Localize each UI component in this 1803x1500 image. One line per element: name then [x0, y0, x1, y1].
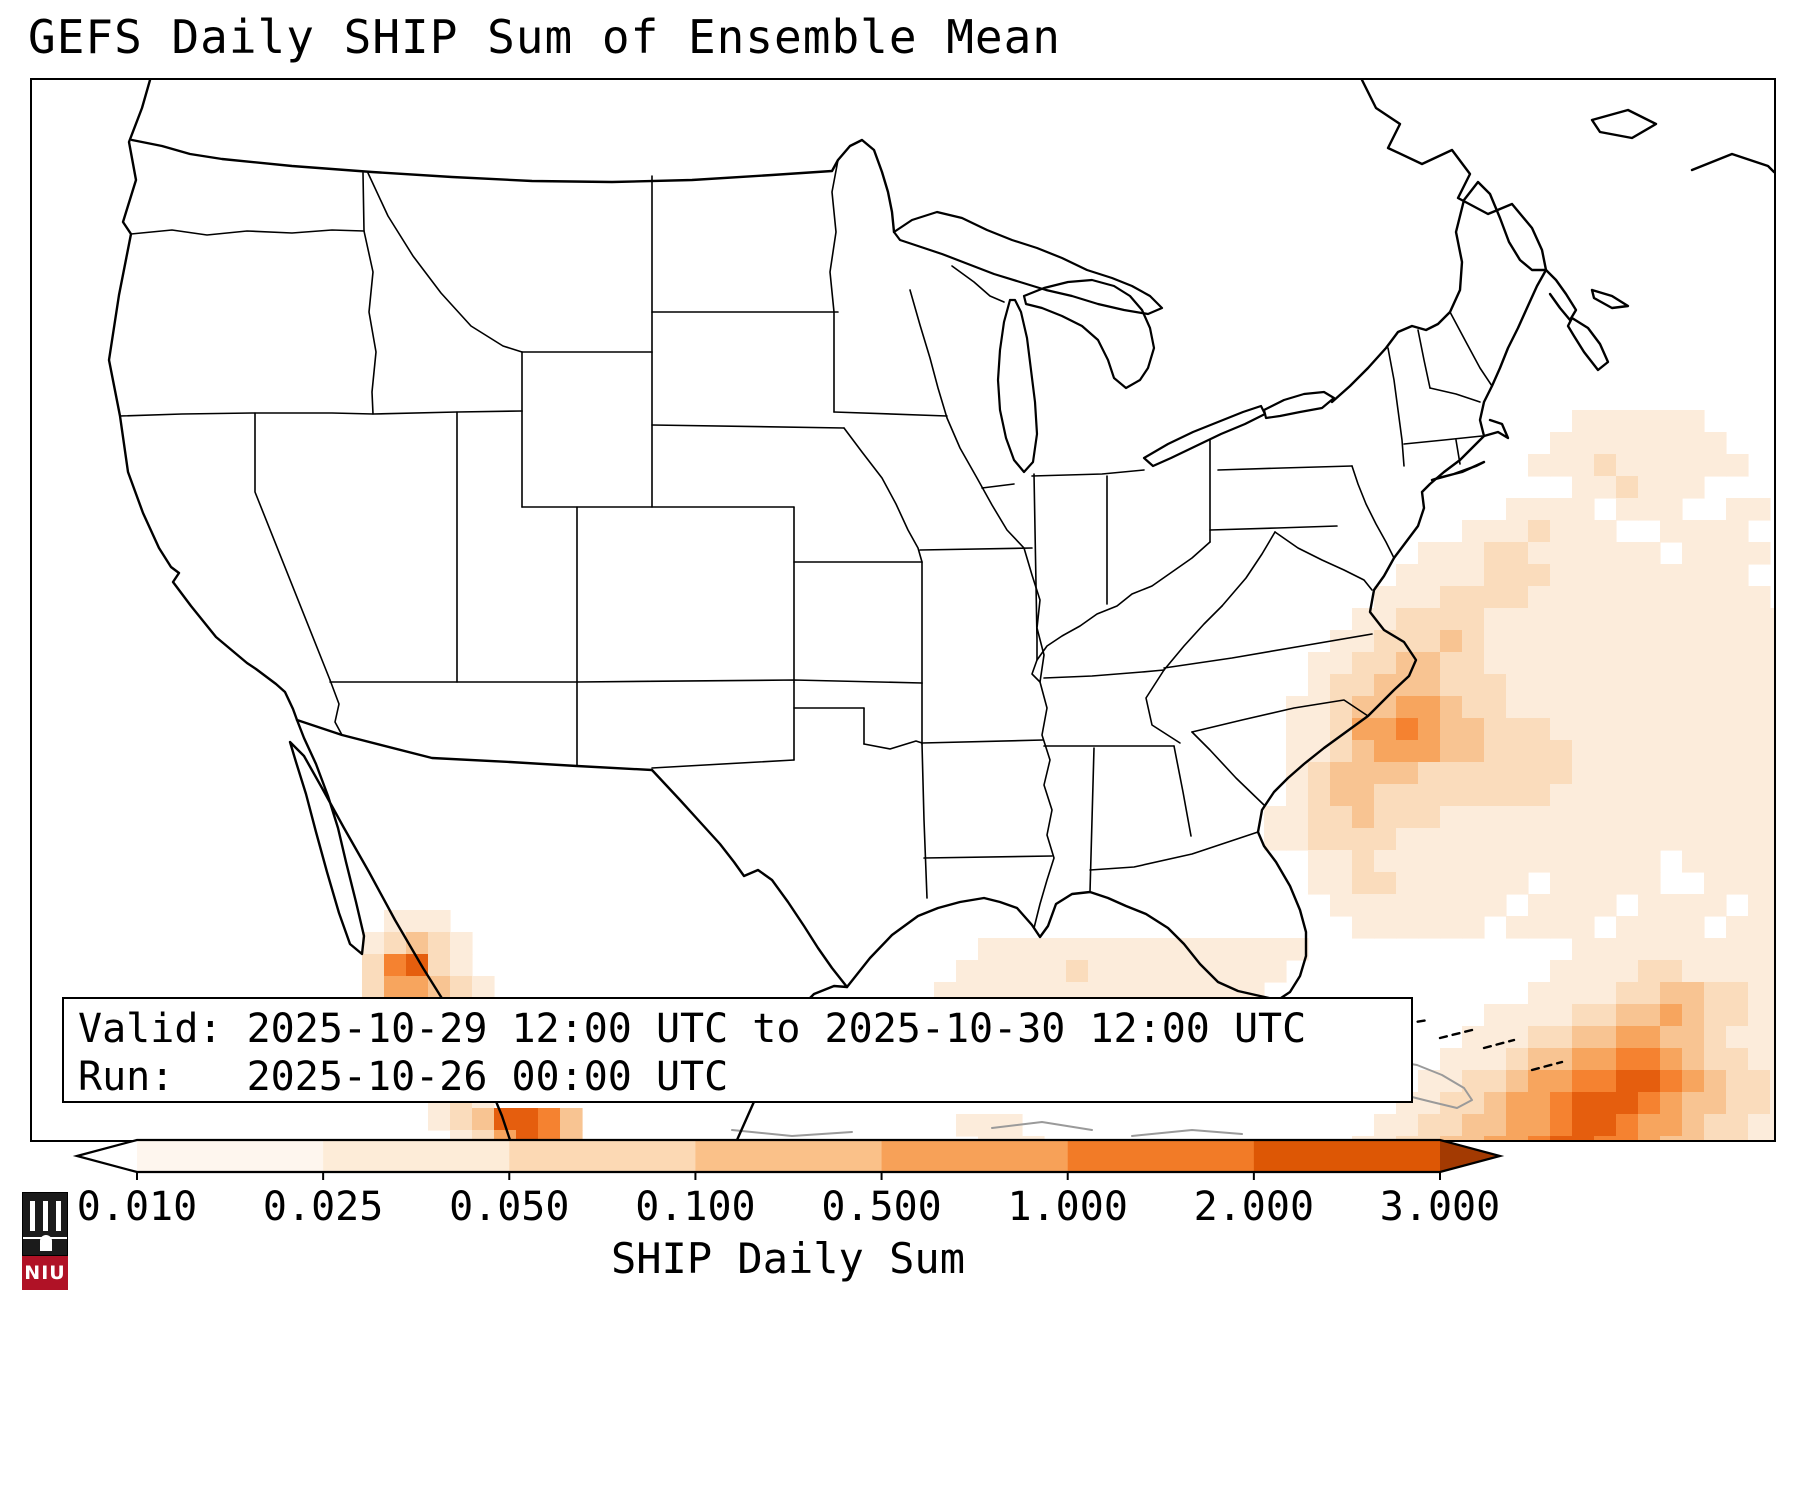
valid-time-text: Valid: 2025-10-29 12:00 UTC to 2025-10-3…: [78, 1005, 1397, 1053]
run-time-text: Run: 2025-10-26 00:00 UTC: [78, 1053, 1397, 1101]
colorbar-label: SHIP Daily Sum: [388, 1234, 1188, 1283]
niu-logo-text: NIU: [22, 1256, 68, 1290]
colorbar: [0, 1136, 1803, 1186]
figure-title: GEFS Daily SHIP Sum of Ensemble Mean: [28, 10, 1061, 64]
niu-logo: NIU: [22, 1192, 68, 1290]
us-map: [32, 80, 1774, 1140]
niu-castle-icon: [22, 1192, 68, 1256]
validity-info-box: Valid: 2025-10-29 12:00 UTC to 2025-10-3…: [62, 997, 1413, 1103]
colorbar-tick-label: 3.000: [1330, 1184, 1550, 1230]
colorbar-tick-labels: 0.0100.0250.0500.1000.5001.0002.0003.000: [0, 1184, 1803, 1230]
figure: GEFS Daily SHIP Sum of Ensemble Mean Val…: [0, 0, 1803, 1500]
map-panel: Valid: 2025-10-29 12:00 UTC to 2025-10-3…: [30, 78, 1776, 1142]
